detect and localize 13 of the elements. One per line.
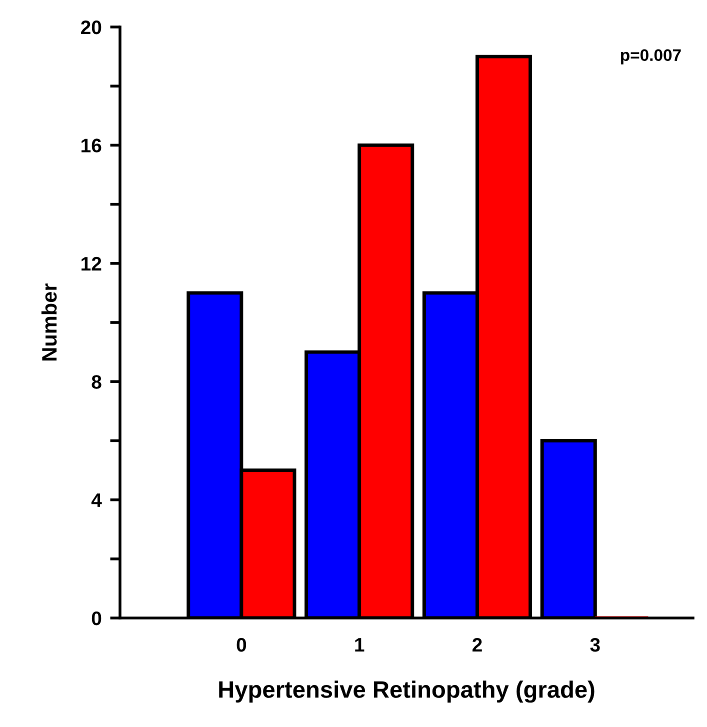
x-tick-label: 0: [236, 638, 246, 652]
y-tick-label: 4: [91, 493, 102, 507]
x-tick-label: 1: [355, 638, 364, 652]
y-tick-label: 0: [92, 611, 102, 626]
annotation: p=0.007: [621, 49, 681, 64]
y-tick-label: 12: [82, 256, 102, 270]
x-axis-title: Hypertensive Retinopathy (grade): [219, 680, 594, 703]
x-tick-label: 2: [472, 638, 482, 652]
y-tick-label: 16: [82, 138, 102, 152]
y-tick-label: 8: [92, 375, 102, 389]
y-tick-label: 20: [80, 20, 102, 34]
y-axis-title: Number: [41, 283, 57, 360]
x-tick-label: 3: [590, 638, 600, 652]
